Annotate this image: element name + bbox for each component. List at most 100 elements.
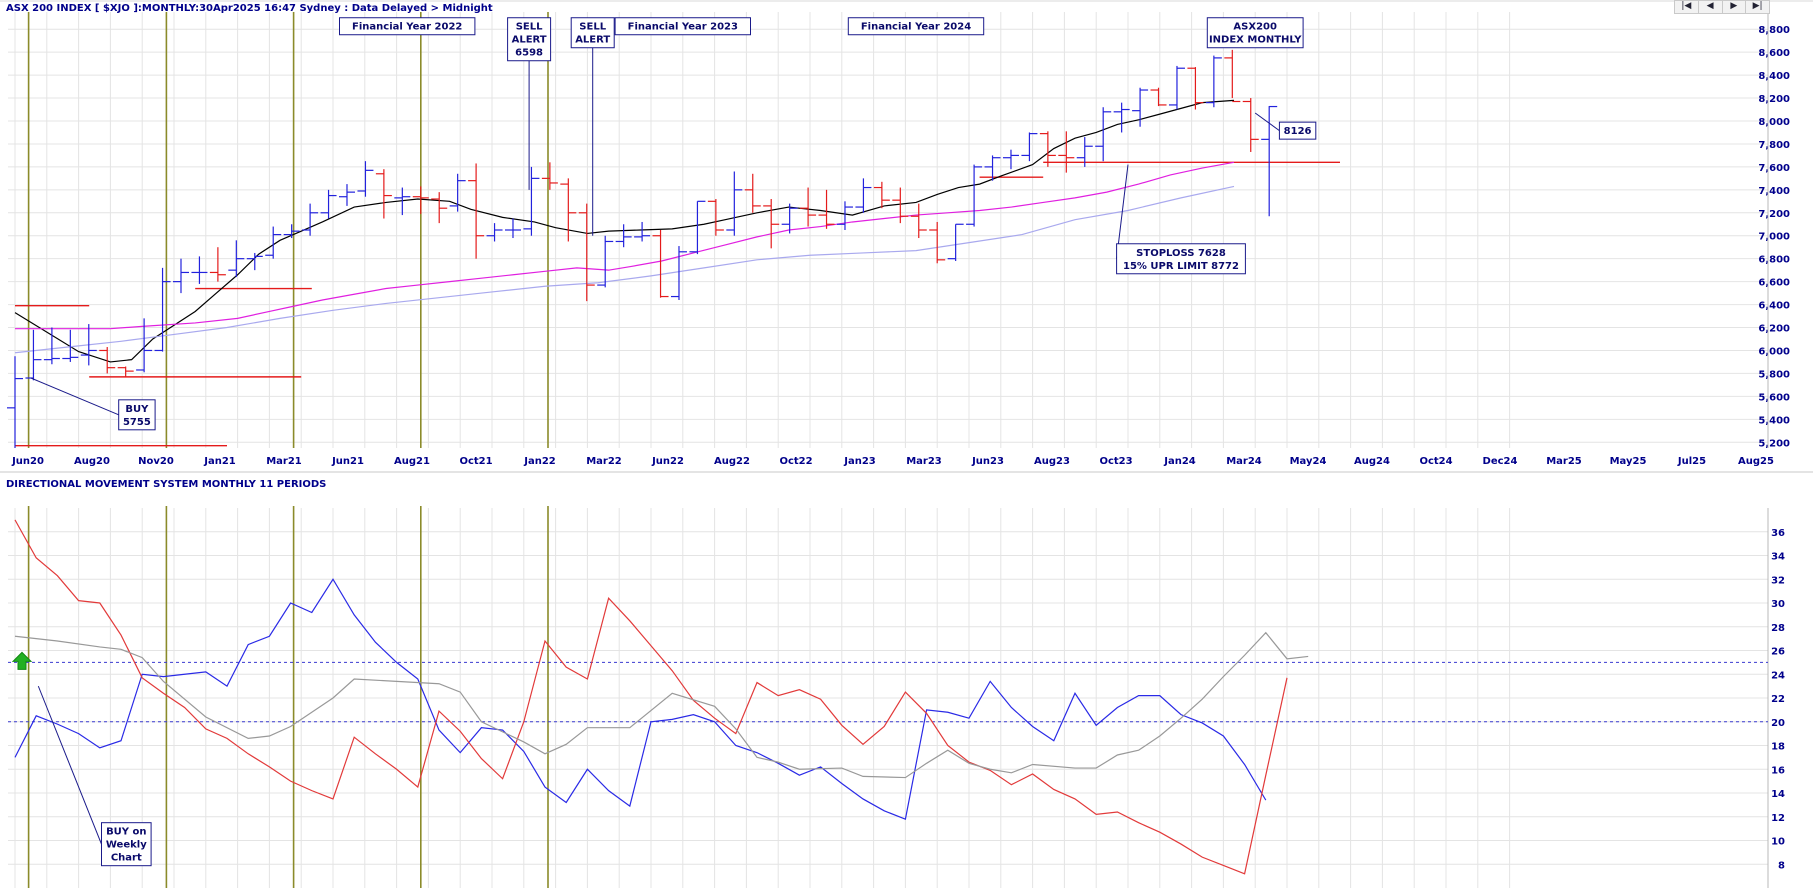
annotation-text: ALERT xyxy=(575,35,610,46)
annotation-text: SELL xyxy=(516,22,543,33)
x-axis-label: Jun21 xyxy=(331,456,364,467)
chart-nav-controls: |◀ ◀ ▶ ▶| xyxy=(1674,0,1770,14)
x-axis-label: Oct24 xyxy=(1419,456,1452,467)
dmi-y-tick-label: 14 xyxy=(1771,789,1785,800)
annotation-pointer xyxy=(1254,112,1280,132)
price-y-tick-label: 8,400 xyxy=(1758,71,1790,82)
annotation-text: 8126 xyxy=(1284,126,1312,137)
annotation-text: ALERT xyxy=(512,35,547,46)
nav-last-button[interactable]: ▶| xyxy=(1752,1,1763,11)
x-axis-label: Jul25 xyxy=(1677,456,1706,467)
annotation-box xyxy=(1116,243,1246,275)
dmi-series-line-1 xyxy=(14,519,1288,875)
x-axis-label: Jan22 xyxy=(523,456,556,467)
price-y-tick-label: 5,600 xyxy=(1758,392,1790,403)
annotation-pointer xyxy=(37,685,102,845)
price-y-tick-label: 6,600 xyxy=(1758,278,1790,289)
price-y-tick-label: 8,800 xyxy=(1758,25,1790,36)
price-y-tick-label: 6,000 xyxy=(1758,346,1790,357)
price-y-tick-label: 5,200 xyxy=(1758,438,1790,449)
annotation-text: Weekly xyxy=(106,840,147,851)
dmi-y-tick-label: 28 xyxy=(1771,623,1785,634)
nav-first-button[interactable]: |◀ xyxy=(1675,1,1699,13)
moving-average-line-0 xyxy=(14,99,1235,363)
x-axis-label: Jan21 xyxy=(203,456,236,467)
nav-next-button[interactable]: ▶ xyxy=(1723,1,1747,13)
dmi-y-tick-label: 16 xyxy=(1771,765,1785,776)
annotation-text: 15% UPR LIMIT 8772 xyxy=(1123,261,1239,272)
x-axis-label: Mar24 xyxy=(1226,456,1262,467)
dmi-y-tick-label: 26 xyxy=(1771,647,1785,658)
annotation-text: Financial Year 2024 xyxy=(861,22,971,33)
x-axis-label: Oct21 xyxy=(459,456,492,467)
buy-arrow-icon xyxy=(11,651,33,670)
annotation-box xyxy=(614,17,751,36)
annotation-text: 5755 xyxy=(123,417,151,428)
dmi-y-tick-label: 34 xyxy=(1771,552,1785,563)
dmi-y-tick-label: 24 xyxy=(1771,670,1785,681)
price-y-tick-label: 7,400 xyxy=(1758,186,1790,197)
dmi-y-tick-label: 22 xyxy=(1771,694,1785,705)
x-axis-label: Aug23 xyxy=(1034,456,1070,467)
x-axis-label: Aug24 xyxy=(1354,456,1390,467)
annotation-text: ASX200 xyxy=(1233,22,1277,33)
price-y-tick-label: 8,000 xyxy=(1758,117,1790,128)
price-y-tick-label: 5,800 xyxy=(1758,369,1790,380)
x-axis-label: Jan24 xyxy=(1163,456,1196,467)
x-axis-label: Mar22 xyxy=(586,456,622,467)
x-axis-label: Jan23 xyxy=(843,456,876,467)
x-axis-label: May24 xyxy=(1290,456,1327,467)
annotation-box xyxy=(507,17,552,62)
annotation-box xyxy=(847,17,985,36)
price-y-tick-label: 7,600 xyxy=(1758,163,1790,174)
price-y-tick-label: 6,800 xyxy=(1758,255,1790,266)
price-y-tick-label: 5,400 xyxy=(1758,415,1790,426)
annotation-box xyxy=(118,399,156,431)
annotation-box xyxy=(1206,17,1304,49)
price-y-tick-label: 8,600 xyxy=(1758,48,1790,59)
dmi-y-tick-label: 36 xyxy=(1771,528,1785,539)
x-axis-label: Nov20 xyxy=(138,456,174,467)
price-y-tick-label: 7,200 xyxy=(1758,209,1790,220)
dmi-y-tick-label: 8 xyxy=(1778,860,1785,871)
price-y-tick-label: 8,200 xyxy=(1758,94,1790,105)
x-axis-label: Oct22 xyxy=(779,456,812,467)
annotation-text: 6598 xyxy=(515,48,543,59)
annotation-box xyxy=(339,17,476,36)
annotation-text: BUY xyxy=(125,404,149,415)
dmi-series-line-0 xyxy=(14,578,1267,820)
dmi-y-tick-label: 12 xyxy=(1771,813,1785,824)
x-axis-label: Aug22 xyxy=(714,456,750,467)
x-axis-label: Mar21 xyxy=(266,456,302,467)
price-y-tick-label: 7,000 xyxy=(1758,232,1790,243)
x-axis-label: Jun20 xyxy=(11,456,44,467)
x-axis-label: Dec24 xyxy=(1483,456,1518,467)
chart-title: ASX 200 INDEX [ $XJO ]:MONTHLY:30Apr2025… xyxy=(6,3,493,14)
x-axis-label: Aug21 xyxy=(394,456,430,467)
dmi-y-tick-label: 32 xyxy=(1771,575,1785,586)
x-axis-label: Jun23 xyxy=(971,456,1004,467)
annotation-text: Financial Year 2023 xyxy=(628,22,738,33)
dmi-y-tick-label: 10 xyxy=(1771,837,1785,848)
annotation-text: INDEX MONTHLY xyxy=(1209,35,1302,46)
price-y-tick-label: 6,400 xyxy=(1758,301,1790,312)
x-axis-label: Aug25 xyxy=(1738,456,1774,467)
dmi-panel-title: DIRECTIONAL MOVEMENT SYSTEM MONTHLY 11 P… xyxy=(6,479,326,490)
price-y-tick-label: 6,200 xyxy=(1758,324,1790,335)
x-axis-label: Jun22 xyxy=(651,456,684,467)
annotation-text: BUY on xyxy=(106,827,146,838)
moving-average-line-2 xyxy=(14,185,1235,354)
nav-prev-button[interactable]: ◀ xyxy=(1699,1,1723,13)
annotation-text: Financial Year 2022 xyxy=(352,22,462,33)
annotation-box xyxy=(570,17,615,49)
annotation-text: Chart xyxy=(111,853,142,864)
x-axis-label: May25 xyxy=(1610,456,1647,467)
moving-average-line-1 xyxy=(15,161,1235,330)
annotation-text: SELL xyxy=(579,22,606,33)
annotation-box xyxy=(101,822,152,867)
dmi-y-tick-label: 20 xyxy=(1771,718,1785,729)
x-axis-label: Mar23 xyxy=(906,456,942,467)
annotation-text: STOPLOSS 7628 xyxy=(1136,248,1226,259)
